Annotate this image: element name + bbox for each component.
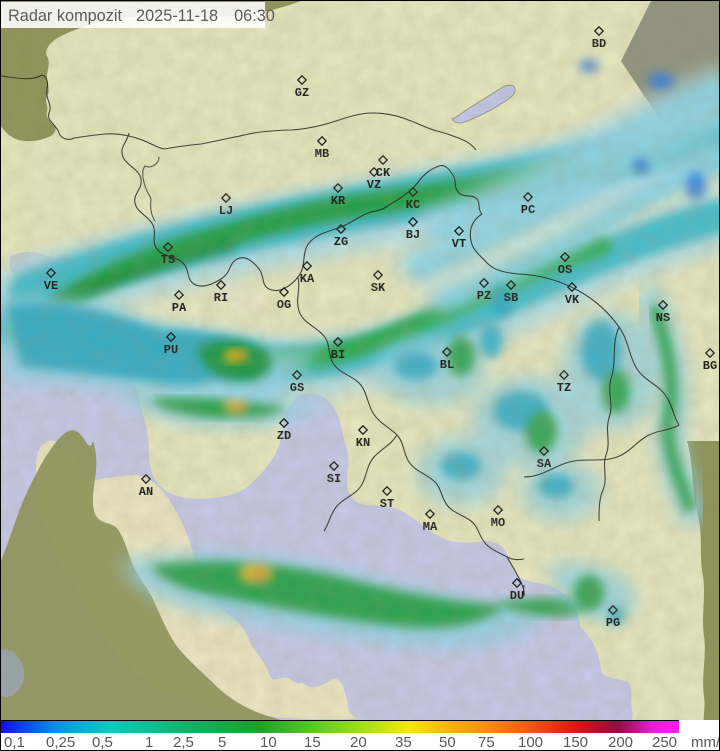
- svg-text:Radar kompozit2025-11-1806:30: Radar kompozit 2025-11-18 06:30: [8, 7, 275, 25]
